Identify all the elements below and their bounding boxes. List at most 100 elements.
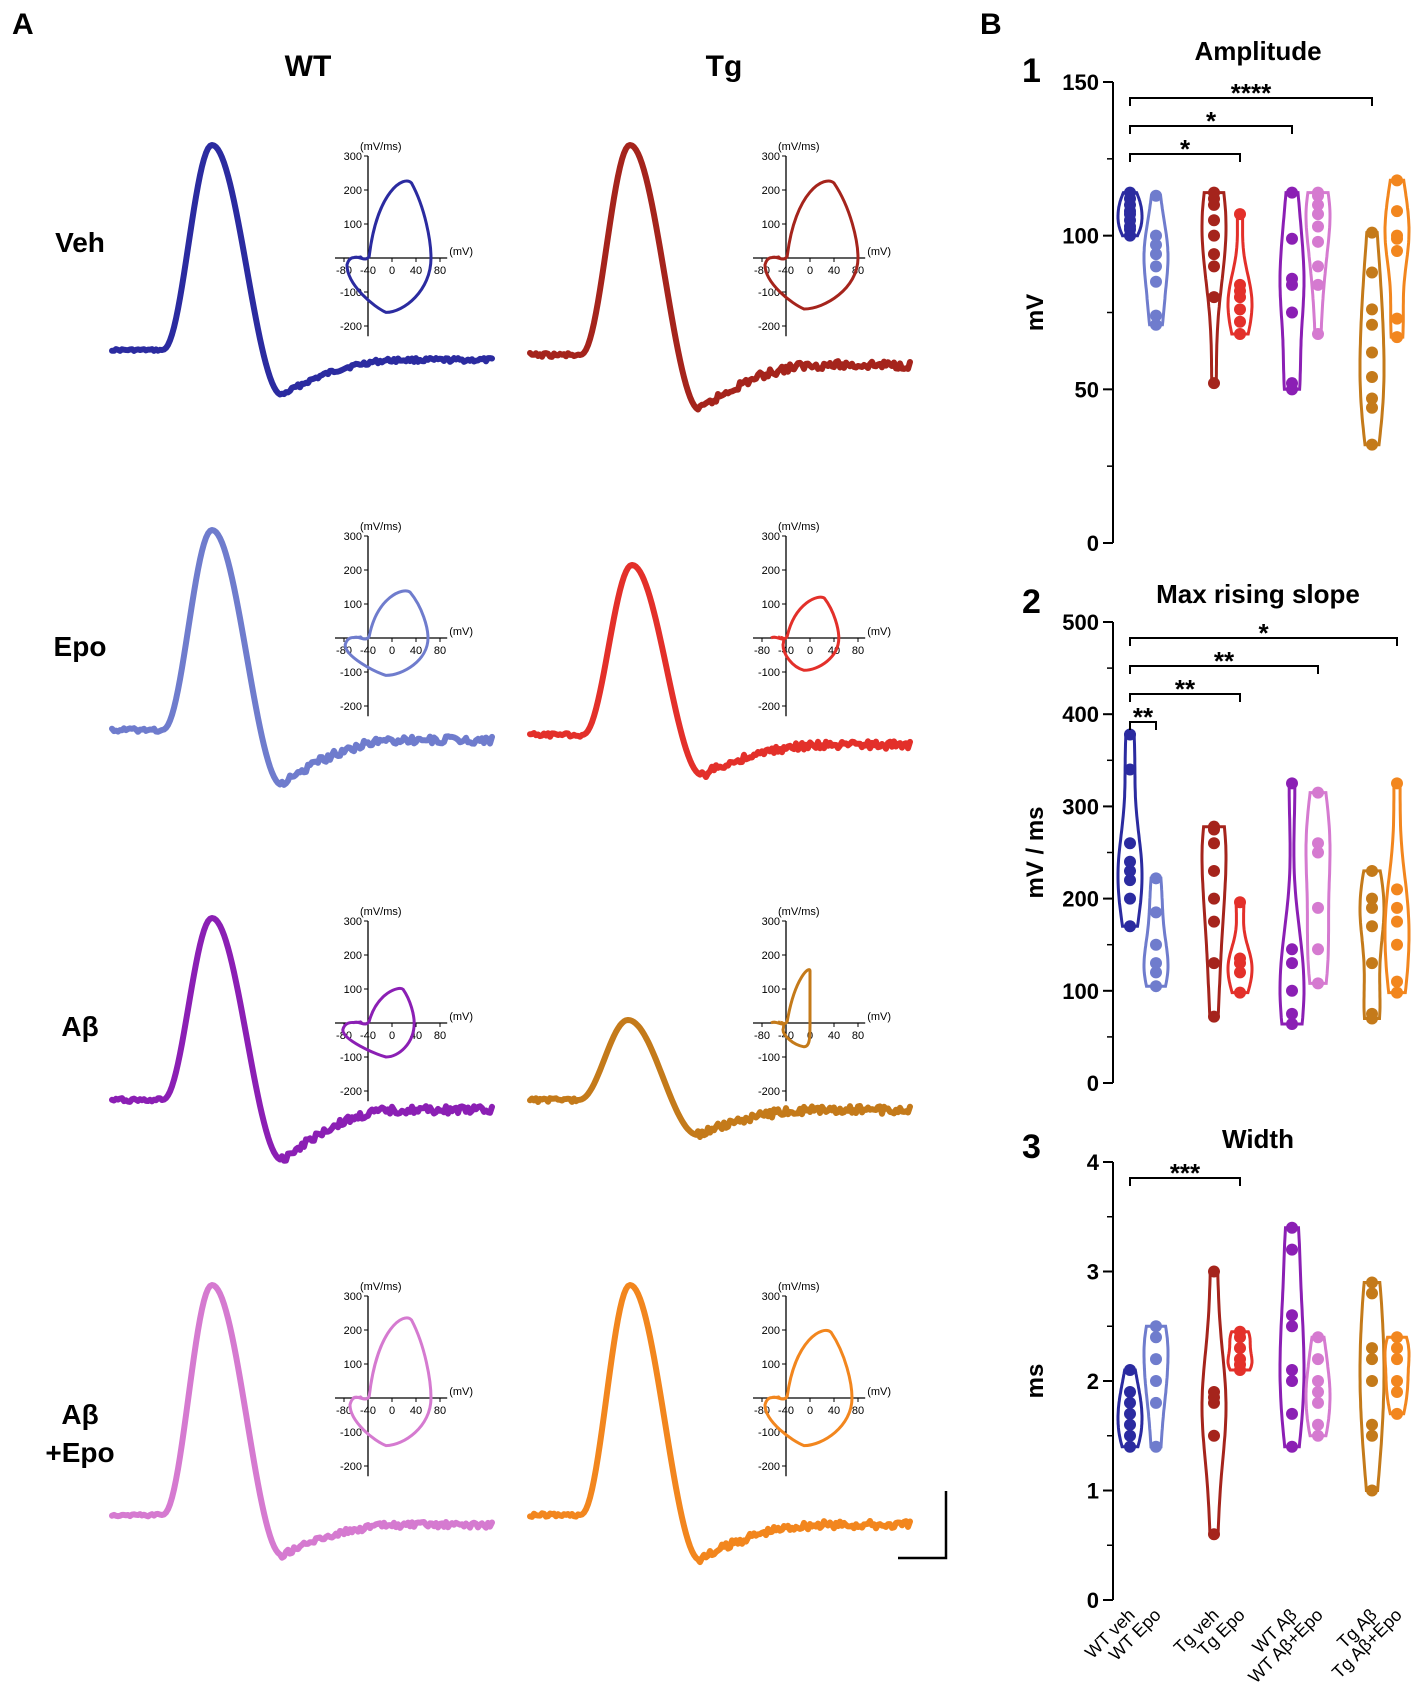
data-point xyxy=(1286,777,1298,790)
data-point xyxy=(1312,186,1324,199)
phase-x-unit: (mV) xyxy=(867,246,891,258)
data-point xyxy=(1150,966,1162,979)
data-point xyxy=(1391,1385,1403,1398)
phase-y-tick-label: -200 xyxy=(758,701,780,713)
data-point xyxy=(1366,901,1378,914)
data-point xyxy=(1366,371,1378,384)
data-point xyxy=(1391,331,1403,344)
phase-x-tick-label: 0 xyxy=(807,1405,813,1417)
violin-tg-veh xyxy=(1200,186,1228,390)
phase-plot-loop xyxy=(348,1316,433,1448)
violin-outline xyxy=(1142,1324,1170,1449)
phase-y-unit: (mV/ms) xyxy=(778,141,820,153)
y-tick-label: 100 xyxy=(1062,979,1099,1004)
data-point xyxy=(1312,278,1324,291)
phase-plot-loop xyxy=(341,986,416,1059)
action-potential-trace xyxy=(109,915,495,1164)
violin-tg-aβ+epo xyxy=(1383,1331,1411,1420)
data-point xyxy=(1366,1007,1378,1020)
data-point xyxy=(1366,226,1378,239)
violin-outline xyxy=(1383,178,1411,339)
violin-outline xyxy=(1142,194,1170,327)
data-point xyxy=(1286,1320,1298,1333)
phase-x-tick-label: 80 xyxy=(434,265,446,277)
phase-x-tick-label: 80 xyxy=(434,1030,446,1042)
data-point xyxy=(1312,901,1324,914)
y-tick-label: 200 xyxy=(1062,887,1099,912)
data-point xyxy=(1391,777,1403,790)
phase-y-tick-label: 200 xyxy=(762,1325,780,1337)
data-point xyxy=(1124,1396,1136,1409)
row-label-epo: Epo xyxy=(54,631,107,662)
phase-x-tick-label: -40 xyxy=(778,1405,794,1417)
phase-y-tick-label: -100 xyxy=(758,1052,780,1064)
data-point xyxy=(1150,1320,1162,1333)
data-point xyxy=(1234,315,1246,328)
data-point xyxy=(1150,957,1162,970)
data-point xyxy=(1312,220,1324,233)
data-point xyxy=(1208,1429,1220,1442)
data-point xyxy=(1312,198,1324,211)
violin-outline xyxy=(1226,1330,1254,1372)
phase-x-tick-label: 40 xyxy=(410,265,422,277)
phase-x-tick-label: -40 xyxy=(778,265,794,277)
data-point xyxy=(1124,1440,1136,1453)
column-label-tg: Tg xyxy=(706,50,743,83)
data-point xyxy=(1391,915,1403,928)
data-point xyxy=(1312,1385,1324,1398)
data-point xyxy=(1208,1010,1220,1023)
phase-x-tick-label: 0 xyxy=(807,645,813,657)
data-point xyxy=(1366,401,1378,414)
phase-y-tick-label: 300 xyxy=(344,916,362,928)
data-point xyxy=(1286,377,1298,390)
data-point xyxy=(1286,984,1298,997)
data-point xyxy=(1208,377,1220,390)
violin-outline xyxy=(1278,1226,1306,1449)
phase-x-tick-label: 40 xyxy=(410,645,422,657)
phase-plot-loop xyxy=(345,179,433,314)
data-point xyxy=(1124,855,1136,868)
data-point xyxy=(1366,1418,1378,1431)
data-point xyxy=(1391,1342,1403,1355)
data-point xyxy=(1391,901,1403,914)
data-point xyxy=(1366,438,1378,451)
action-potential-trace xyxy=(109,527,495,788)
phase-x-unit: (mV) xyxy=(449,246,473,258)
phase-x-tick-label: 0 xyxy=(807,265,813,277)
phase-x-tick-label: 0 xyxy=(389,1405,395,1417)
data-point xyxy=(1208,229,1220,242)
data-point xyxy=(1391,1407,1403,1420)
significance-bracket xyxy=(1129,125,1293,134)
phase-y-tick-label: 200 xyxy=(762,950,780,962)
phase-y-tick-label: -100 xyxy=(758,287,780,299)
y-axis-label: mV xyxy=(1022,294,1049,331)
phase-x-tick-label: 40 xyxy=(410,1405,422,1417)
data-point xyxy=(1124,920,1136,933)
chart-number: 1 xyxy=(1022,52,1041,90)
y-tick-label: 4 xyxy=(1087,1150,1100,1175)
y-tick-label: 400 xyxy=(1062,702,1099,727)
violin-tg-epo xyxy=(1226,208,1254,341)
violin-wt-aβ+epo xyxy=(1304,1331,1332,1442)
phase-y-tick-label: -100 xyxy=(758,667,780,679)
data-point xyxy=(1208,1528,1220,1541)
y-axis-label: mV / ms xyxy=(1022,806,1049,898)
data-point xyxy=(1312,846,1324,859)
phase-x-tick-label: 0 xyxy=(389,265,395,277)
violin-wt-epo xyxy=(1142,189,1170,331)
row-label-abeta-epo-line2: +Epo xyxy=(45,1437,114,1468)
phase-x-unit: (mV) xyxy=(449,626,473,638)
data-point xyxy=(1124,1407,1136,1420)
phase-y-tick-label: 200 xyxy=(762,565,780,577)
phase-x-unit: (mV) xyxy=(449,1386,473,1398)
phase-plot-loop xyxy=(763,1329,854,1448)
y-tick-label: 0 xyxy=(1087,1071,1099,1096)
data-point xyxy=(1286,232,1298,245)
data-point xyxy=(1366,346,1378,359)
